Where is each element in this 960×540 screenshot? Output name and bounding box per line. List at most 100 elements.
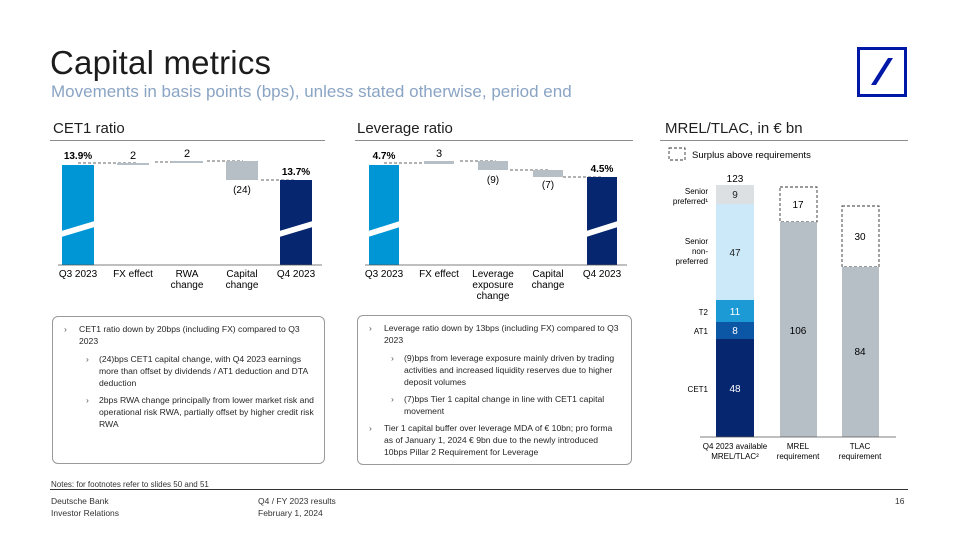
bullet-text: (24)bps CET1 capital change, with Q4 202… <box>99 354 308 388</box>
cet1-section-divider <box>50 140 325 141</box>
mrel-xlabel-mrel: MREL <box>787 442 810 451</box>
mrel-total-label: 123 <box>727 174 744 185</box>
side-label-senior-preferred: preferred¹ <box>673 197 708 206</box>
mrel-xlabel-tlac: TLAC <box>850 442 871 451</box>
cet1-label-start: 13.9% <box>64 151 92 162</box>
footer-company-name: Deutsche Bank <box>51 496 109 506</box>
cet1-label-end: 13.7% <box>282 167 310 178</box>
side-label-senior-non-preferred: preferred <box>676 257 708 266</box>
page-subtitle: Movements in basis points (bps), unless … <box>51 82 572 101</box>
mrel-requirement-value: 106 <box>790 326 807 337</box>
lev-label-fx: 3 <box>436 148 442 160</box>
footer-date: February 1, 2024 <box>258 508 323 518</box>
side-label-cet1: CET1 <box>688 385 709 394</box>
lev-bar-capital <box>533 170 563 177</box>
lev-xlabel-fx: FX effect <box>419 269 459 280</box>
seg-senior-preferred <box>716 185 754 204</box>
sub-bullet-item: › 2bps RWA change principally from lower … <box>59 394 316 430</box>
bullet-text: (7)bps Tier 1 capital change in line wit… <box>404 394 605 416</box>
lev-xlabel-capital: change <box>532 280 565 291</box>
sub-bullet-item: › (24)bps CET1 capital change, with Q4 20… <box>59 353 316 389</box>
cet1-bar-capital <box>226 161 258 180</box>
side-label-t2: T2 <box>699 308 709 317</box>
tlac-surplus-value: 30 <box>854 232 866 243</box>
page-title: Capital metrics <box>50 44 272 81</box>
lev-bar-start <box>369 165 399 265</box>
mrel-section-title: MREL/TLAC, in € bn <box>665 120 803 137</box>
chevron-right-icon: › <box>86 354 89 364</box>
sub-bullet-item: › (7)bps Tier 1 capital change in line wi… <box>364 393 623 417</box>
cet1-bar-start <box>62 165 94 265</box>
tlac-requirement-value: 84 <box>854 347 866 358</box>
lev-xlabel-exposure: change <box>477 291 510 302</box>
cet1-xlabel-start: Q3 2023 <box>59 269 98 280</box>
mrel-xlabel-mrel: requirement <box>777 452 820 461</box>
page-number: 16 <box>895 496 905 506</box>
tlac-requirement-bar <box>842 267 879 437</box>
cet1-commentary-box: › CET1 ratio down by 20bps (including FX)… <box>52 316 325 464</box>
legend-surplus-swatch <box>668 147 686 161</box>
seg-at1-value: 8 <box>732 326 738 337</box>
legend-surplus-label: Surplus above requirements <box>692 150 811 161</box>
cet1-xlabel-capital: Capital <box>226 269 257 280</box>
lev-bar-fx <box>424 161 454 164</box>
footer-document: Q4 / FY 2023 results February 1, 2024 <box>258 495 336 519</box>
cet1-bar-fx <box>117 163 149 165</box>
lev-label-start: 4.7% <box>373 151 396 162</box>
cet1-chart: 13.9% 2 2 (24) 13.7% Q3 2023 FX effect R… <box>58 148 322 291</box>
footer-doc-title: Q4 / FY 2023 results <box>258 496 336 506</box>
mrel-xlabel-available: Q4 2023 available <box>703 442 768 451</box>
lev-bar-end <box>587 177 617 265</box>
lev-label-capital: (7) <box>542 180 554 191</box>
chevron-right-icon: › <box>64 324 67 334</box>
logo-slash-icon <box>871 58 893 85</box>
leverage-chart: 4.7% 3 (9) (7) 4.5% Q3 2023 FX effect Le… <box>365 148 627 302</box>
chevron-right-icon: › <box>86 395 89 405</box>
bullet-text: (9)bps from leverage exposure mainly dri… <box>404 353 615 387</box>
seg-t2 <box>716 300 754 322</box>
lev-label-exposure: (9) <box>487 175 499 186</box>
cet1-bar-end <box>280 180 312 265</box>
axis-break-mark <box>365 220 403 238</box>
footer-department: Investor Relations <box>51 508 120 518</box>
chevron-right-icon: › <box>391 394 394 404</box>
mrel-surplus-value: 17 <box>792 200 804 211</box>
cet1-xlabel-fx: FX effect <box>113 269 153 280</box>
seg-cet1-value: 48 <box>729 384 741 395</box>
chevron-right-icon: › <box>369 423 372 433</box>
bullet-text: Leverage ratio down by 13bps (including … <box>384 323 619 345</box>
side-label-at1: AT1 <box>694 327 709 336</box>
leverage-commentary-box: › Leverage ratio down by 13bps (including… <box>357 315 632 465</box>
seg-senior-preferred-value: 9 <box>732 190 738 201</box>
lev-xlabel-exposure: exposure <box>472 280 514 291</box>
seg-at1 <box>716 322 754 339</box>
deutsche-bank-logo <box>857 47 907 97</box>
chevron-right-icon: › <box>391 353 394 363</box>
lev-xlabel-capital: Capital <box>532 269 563 280</box>
lev-xlabel-end: Q4 2023 <box>583 269 622 280</box>
footer-company: Deutsche Bank Investor Relations <box>51 495 119 519</box>
bullet-text: CET1 ratio down by 20bps (including FX) … <box>79 324 300 346</box>
cet1-xlabel-rwa: change <box>171 280 204 291</box>
lev-xlabel-start: Q3 2023 <box>365 269 404 280</box>
cet1-xlabel-rwa: RWA <box>176 269 199 280</box>
seg-cet1 <box>716 339 754 437</box>
cet1-xlabel-end: Q4 2023 <box>277 269 316 280</box>
mrel-chart: Surplus above requirements 123 9 47 11 8… <box>668 147 896 461</box>
seg-senior-non-preferred <box>716 204 754 300</box>
axis-break-mark <box>276 220 316 238</box>
cet1-label-rwa: 2 <box>184 148 190 160</box>
lev-label-end: 4.5% <box>591 164 614 175</box>
footnote: Notes: for footnotes refer to slides 50 … <box>51 480 209 489</box>
mrel-xlabel-tlac: requirement <box>839 452 882 461</box>
lev-xlabel-exposure: Leverage <box>472 269 514 280</box>
side-label-senior-non-preferred: Senior <box>685 237 708 246</box>
mrel-xlabel-available: MREL/TLAC² <box>711 452 759 461</box>
cet1-label-capital: (24) <box>233 185 251 196</box>
mrel-section-divider <box>660 140 908 141</box>
sub-bullet-item: › (9)bps from leverage exposure mainly dr… <box>364 352 623 388</box>
lev-bar-exposure <box>478 161 508 170</box>
seg-senior-non-preferred-value: 47 <box>729 248 741 259</box>
axis-break-mark <box>583 220 621 238</box>
leverage-section-title: Leverage ratio <box>357 120 453 137</box>
